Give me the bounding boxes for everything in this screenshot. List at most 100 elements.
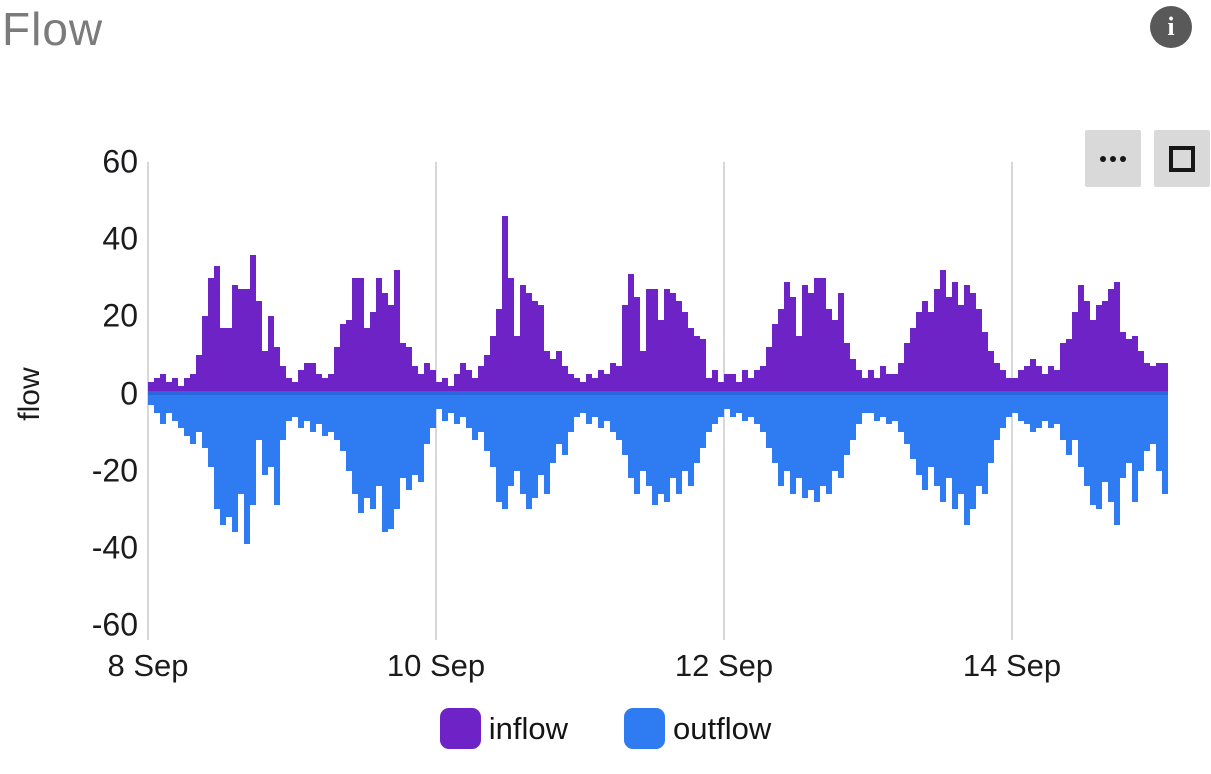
y-tick-label: -20: [91, 452, 138, 489]
inflow-bar: [976, 308, 982, 394]
inflow-bar: [484, 354, 490, 394]
inflow-bar: [940, 270, 946, 394]
inflow-bar: [256, 300, 262, 394]
inflow-bar: [1144, 362, 1150, 394]
inflow-bar: [388, 304, 394, 394]
inflow-bar: [1060, 343, 1066, 394]
inflow-bar: [676, 300, 682, 394]
inflow-bar: [196, 354, 202, 394]
x-tick-label: 8 Sep: [107, 648, 189, 683]
outflow-bar: [256, 393, 262, 440]
inflow-bar: [1078, 285, 1084, 394]
inflow-bar: [874, 378, 880, 394]
more-options-button[interactable]: [1085, 130, 1141, 187]
outflow-bar: [808, 393, 814, 490]
inflow-bar: [376, 277, 382, 394]
outflow-bar: [574, 393, 580, 417]
inflow-bar: [508, 277, 514, 394]
outflow-bar: [664, 393, 670, 502]
outflow-bar: [736, 393, 742, 413]
outflow-bar: [1060, 393, 1066, 440]
inflow-bar: [340, 324, 346, 394]
outflow-bar: [262, 393, 268, 475]
inflow-bar: [406, 347, 412, 394]
outflow-bar: [886, 393, 892, 425]
inflow-bar: [580, 381, 586, 394]
legend-item-outflow[interactable]: outflow: [624, 708, 771, 749]
outflow-bar: [1048, 393, 1054, 429]
outflow-bar: [778, 393, 784, 487]
outflow-bar: [322, 393, 328, 436]
inflow-bar: [868, 370, 874, 394]
outflow-bar: [592, 393, 598, 417]
inflow-bar: [1036, 366, 1042, 394]
inflow-bar: [706, 378, 712, 394]
inflow-bar: [1102, 300, 1108, 394]
inflow-bar: [532, 300, 538, 394]
outflow-bar: [814, 393, 820, 502]
outflow-bar: [292, 393, 298, 417]
outflow-bar: [376, 393, 382, 487]
outflow-bar: [610, 393, 616, 433]
outflow-bar: [760, 393, 766, 433]
outflow-bar: [502, 393, 508, 510]
outflow-bar: [1126, 393, 1132, 463]
zero-baseline: [148, 391, 1168, 395]
outflow-bar: [358, 393, 364, 514]
outflow-bar: [178, 393, 184, 429]
outflow-bar: [634, 393, 640, 494]
inflow-bar: [634, 297, 640, 394]
y-tick-label: 20: [102, 297, 138, 334]
outflow-bar: [238, 393, 244, 494]
inflow-bar: [562, 366, 568, 394]
inflow-bar: [1162, 362, 1168, 394]
inflow-bar: [748, 378, 754, 394]
inflow-bar: [262, 351, 268, 394]
legend-item-inflow[interactable]: inflow: [439, 708, 568, 749]
inflow-bar: [670, 293, 676, 394]
inflow-bar: [742, 370, 748, 394]
inflow-bar: [622, 304, 628, 394]
inflow-bar: [598, 370, 604, 394]
outflow-bar: [790, 393, 796, 494]
outflow-bar: [1138, 393, 1144, 471]
inflow-bar: [892, 374, 898, 394]
outflow-bar: [898, 393, 904, 433]
outflow-bar: [604, 393, 610, 421]
inflow-bar: [838, 293, 844, 394]
outflow-bar: [964, 393, 970, 525]
inflow-bar: [880, 366, 886, 394]
info-button[interactable]: i: [1150, 6, 1192, 48]
page-title: Flow: [2, 3, 104, 55]
inflow-bar: [394, 270, 400, 394]
outflow-bar: [400, 393, 406, 479]
outflow-bar: [640, 393, 646, 471]
inflow-bar: [982, 331, 988, 394]
inflow-bar: [592, 378, 598, 394]
inflow-bar: [730, 374, 736, 394]
y-tick-label: -60: [91, 606, 138, 643]
inflow-bar: [1000, 370, 1006, 394]
inflow-bar: [616, 366, 622, 394]
outflow-bar: [526, 393, 532, 510]
outflow-bar: [226, 393, 232, 517]
inflow-bar: [682, 312, 688, 394]
y-axis-title: flow: [13, 367, 46, 421]
inflow-bar: [214, 266, 220, 394]
outflow-bar: [442, 393, 448, 421]
outflow-bar: [676, 393, 682, 494]
inflow-bar: [808, 293, 814, 394]
outflow-bar: [1162, 393, 1168, 494]
outflow-bar: [280, 393, 286, 440]
outflow-bar: [478, 393, 484, 433]
inflow-bar: [856, 370, 862, 394]
inflow-bar: [1006, 378, 1012, 394]
inflow-bar: [934, 289, 940, 394]
fullscreen-button[interactable]: [1154, 130, 1210, 187]
inflow-bar: [988, 351, 994, 394]
inflow-bar: [286, 378, 292, 394]
outflow-bar: [1102, 393, 1108, 483]
inflow-bar: [1150, 366, 1156, 394]
inflow-bar: [496, 308, 502, 394]
inflow-bar: [1108, 289, 1114, 394]
